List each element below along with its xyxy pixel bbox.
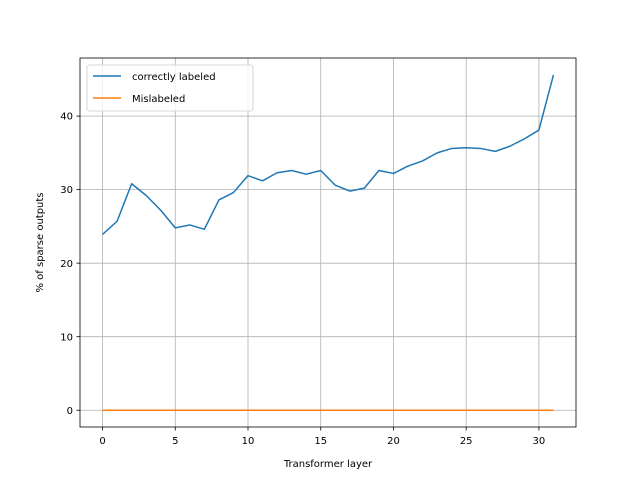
y-tick-label: 30 [60,185,73,196]
y-tick-label: 10 [60,332,73,343]
y-tick-label: 20 [60,259,73,270]
plot-frame [79,57,577,428]
x-tick-label: 10 [242,436,255,447]
series-layer [102,74,555,411]
x-tick-label: 15 [314,436,327,447]
x-axis-label: Transformer layer [283,459,373,470]
x-tick-label: 25 [460,436,473,447]
legend-label: Mislabeled [132,94,185,105]
legend: correctly labeled Mislabeled [86,64,254,112]
y-axis-label: % of sparse outputs [35,192,46,292]
legend-box [86,64,254,112]
x-tick-label: 5 [172,436,178,447]
y-tick-label: 40 [60,112,73,123]
legend-label: correctly labeled [132,72,216,83]
y-tick-label: 0 [67,406,73,417]
x-tick-label: 20 [387,436,400,447]
x-tick-label: 30 [533,436,546,447]
x-tick-label: 0 [99,436,105,447]
axis-ticks: 0 5 10 15 20 25 30 0 10 20 30 40 [60,112,545,447]
series-line-1 [102,74,555,236]
plot-area [80,58,576,427]
